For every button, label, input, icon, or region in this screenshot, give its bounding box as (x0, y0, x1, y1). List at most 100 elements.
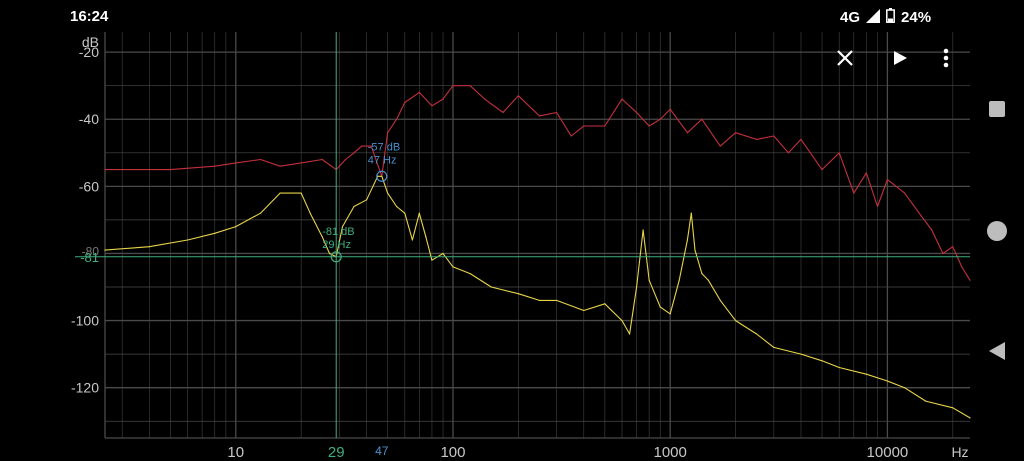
series-point (719, 145, 721, 147)
series-point (321, 158, 323, 161)
series-point (235, 226, 237, 228)
series-point (404, 101, 406, 104)
series-point (452, 266, 454, 268)
cursor-y-label: -81 (80, 250, 99, 265)
signal-icon (866, 8, 881, 27)
series-point (442, 98, 444, 100)
series-point (604, 125, 606, 127)
series-point (865, 373, 867, 375)
series-layer (104, 85, 971, 419)
peak-x-label: 47 (375, 444, 389, 458)
cursor-layer (75, 32, 970, 438)
series-point (570, 135, 572, 137)
y-tick-label: -20 (79, 44, 99, 60)
series-point (387, 132, 389, 134)
series-point (442, 252, 444, 255)
series-point (214, 232, 216, 234)
series-line-yellow (104, 175, 971, 419)
y-tick-label: -100 (71, 313, 99, 329)
series-point (886, 179, 889, 181)
series-point (800, 353, 802, 355)
series-point (621, 98, 623, 100)
series-point (669, 313, 671, 315)
close-button[interactable] (831, 44, 859, 72)
series-point (517, 95, 519, 97)
play-icon (894, 51, 907, 65)
series-point (583, 309, 585, 312)
series-point (148, 246, 150, 248)
series-point (904, 192, 906, 194)
series-point (678, 279, 680, 281)
series-point (635, 111, 638, 114)
series-point (969, 279, 971, 281)
series-point (686, 132, 688, 134)
series-point (853, 192, 855, 194)
series-point (490, 286, 492, 288)
peak-readout-hz: 47 Hz (368, 154, 397, 166)
x-tick-label: 100 (440, 444, 465, 461)
series-point (411, 239, 413, 241)
series-point (642, 229, 644, 231)
series-point (344, 158, 347, 161)
series-point (538, 115, 541, 117)
y-tick-label: -60 (79, 178, 99, 194)
cursor-x-label: 29 (328, 444, 345, 461)
cursor-readout-hz: 29 Hz (322, 239, 351, 251)
series-point (309, 212, 311, 214)
series-point (104, 249, 106, 251)
series-point (452, 85, 454, 87)
series-point (659, 306, 661, 308)
more-menu-button[interactable] (932, 44, 960, 72)
series-point (404, 212, 406, 214)
series-point (876, 205, 879, 208)
home-circle-icon (987, 221, 1007, 241)
series-point (800, 138, 802, 140)
series-point (328, 252, 331, 255)
cursor-readout-db: -81 dB (322, 226, 354, 238)
series-point (821, 168, 823, 171)
cursor-marker (330, 251, 342, 263)
series-point (279, 165, 281, 167)
series-point (734, 319, 737, 322)
x-tick-label: 10000 (867, 444, 909, 461)
play-button[interactable] (886, 44, 914, 72)
y-tick-label-extra: -80 (82, 244, 100, 258)
home-button[interactable] (984, 218, 1010, 244)
series-point (925, 400, 927, 402)
series-point (431, 259, 433, 261)
series-point (621, 319, 623, 322)
series-point (648, 125, 650, 127)
x-axis-unit: Hz (951, 444, 968, 460)
series-point (838, 152, 840, 154)
series-point (321, 236, 323, 238)
status-time: 16:24 (70, 8, 109, 25)
series-point (556, 111, 558, 114)
series-point (235, 162, 237, 164)
series-point (538, 299, 541, 302)
series-point (214, 165, 216, 167)
series-point (821, 360, 823, 362)
series-point (628, 333, 631, 335)
series-point (604, 303, 606, 305)
series-point (341, 226, 344, 228)
series-point (701, 118, 703, 120)
back-button[interactable] (984, 338, 1010, 364)
series-point (484, 98, 486, 100)
series-point (756, 138, 758, 140)
series-point (556, 299, 558, 302)
series-point (300, 192, 302, 194)
status-bar: 16:24 4G 24% (0, 0, 1024, 32)
battery-icon (886, 8, 895, 27)
recents-button[interactable] (984, 96, 1010, 122)
more-vert-icon (943, 48, 949, 68)
series-point (425, 236, 427, 238)
peak-readout-db: -57 dB (368, 141, 400, 153)
series-point (300, 162, 302, 164)
recents-square-icon (989, 101, 1005, 117)
series-point (259, 158, 262, 161)
series-point (361, 145, 363, 147)
series-point (381, 175, 383, 177)
series-point (669, 108, 671, 110)
series-point (719, 299, 721, 302)
